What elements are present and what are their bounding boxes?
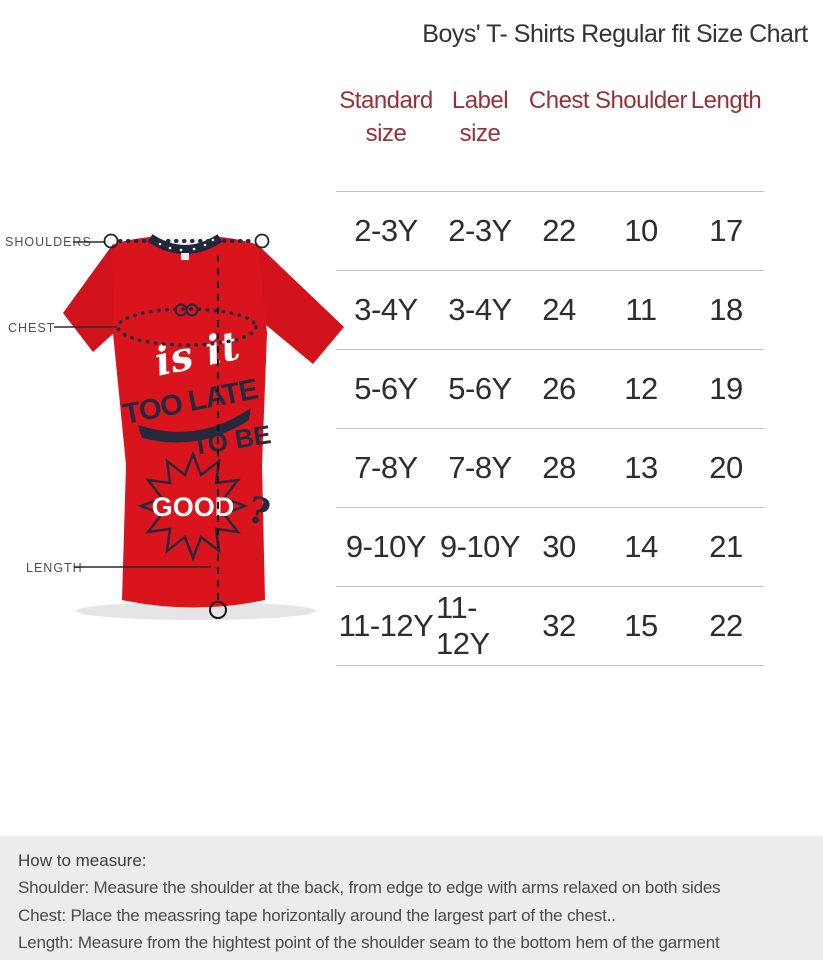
table-cell: 2-3Y <box>436 192 524 271</box>
size-chart-table: Standard size Label size Chest Shoulder … <box>336 82 764 666</box>
table-cell: 7-8Y <box>436 429 524 508</box>
measure-instruction-length: Length: Measure from the hightest point … <box>18 933 720 952</box>
tshirt-illustration: is it TOO LATE TO BE GOOD ? SHOULDERS CH… <box>5 232 344 620</box>
table-cell: 21 <box>688 508 764 587</box>
table-cell: 22 <box>524 192 594 271</box>
print-swoosh <box>137 408 251 443</box>
table-cell: 24 <box>524 271 594 350</box>
shirt-shadow <box>76 602 316 620</box>
table-cell: 9-10Y <box>436 508 524 587</box>
table-cell: 2-3Y <box>336 192 436 271</box>
table-cell: 19 <box>688 350 764 429</box>
table-cell: 10 <box>594 192 688 271</box>
table-cell: 5-6Y <box>436 350 524 429</box>
chest-clasp-icon <box>185 303 199 317</box>
shoulders-label: SHOULDERS <box>5 235 92 249</box>
how-to-measure-heading: How to measure: <box>18 851 147 870</box>
table-cell: 5-6Y <box>336 350 436 429</box>
chest-label: CHEST <box>8 321 55 335</box>
how-to-measure-panel: How to measure: Shoulder: Measure the sh… <box>0 836 823 960</box>
table-cell: 11-12Y <box>336 587 436 666</box>
measure-instruction-shoulder: Shoulder: Measure the shoulder at the ba… <box>18 878 721 897</box>
table-cell: 9-10Y <box>336 508 436 587</box>
starburst-shape <box>137 450 249 562</box>
table-cell: 13 <box>594 429 688 508</box>
measure-instruction-chest: Chest: Place the meassring tape horizont… <box>18 905 616 925</box>
shoulder-right-circle-icon <box>254 233 270 249</box>
column-header-length: Length <box>688 82 764 192</box>
length-end-circle-icon <box>209 601 227 619</box>
shirt-print-line4: GOOD <box>152 492 235 522</box>
page-title: Boys' T- Shirts Regular fit Size Chart <box>422 20 808 48</box>
collar-band <box>147 234 223 254</box>
column-header-standard-size: Standard size <box>336 82 436 192</box>
table-cell: 18 <box>688 271 764 350</box>
length-label: LENGTH <box>26 561 83 575</box>
shirt-body <box>112 235 267 608</box>
left-sleeve <box>63 244 127 352</box>
column-header-label-size: Label size <box>436 82 524 192</box>
collar-tag <box>181 253 189 260</box>
column-header-shoulder: Shoulder <box>594 82 688 192</box>
table-cell: 12 <box>594 350 688 429</box>
table-cell: 30 <box>524 508 594 587</box>
table-cell: 17 <box>688 192 764 271</box>
table-cell: 22 <box>688 587 764 666</box>
right-sleeve <box>257 244 344 364</box>
table-cell: 11-12Y <box>436 587 524 666</box>
table-cell: 7-8Y <box>336 429 436 508</box>
table-cell: 32 <box>524 587 594 666</box>
column-header-chest: Chest <box>524 82 594 192</box>
chest-measure-ellipse <box>116 307 258 347</box>
table-cell: 3-4Y <box>336 271 436 350</box>
table-cell: 3-4Y <box>436 271 524 350</box>
table-cell: 26 <box>524 350 594 429</box>
table-cell: 15 <box>594 587 688 666</box>
table-cell: 28 <box>524 429 594 508</box>
table-cell: 20 <box>688 429 764 508</box>
table-cell: 14 <box>594 508 688 587</box>
table-cell: 11 <box>594 271 688 350</box>
shoulder-left-circle-icon <box>103 233 119 249</box>
collar-dots <box>158 238 215 252</box>
